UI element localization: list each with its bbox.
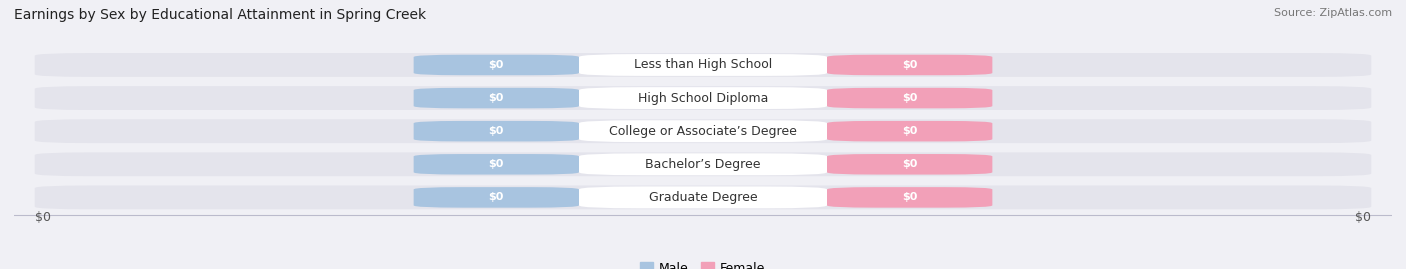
FancyBboxPatch shape	[579, 54, 827, 76]
Text: Earnings by Sex by Educational Attainment in Spring Creek: Earnings by Sex by Educational Attainmen…	[14, 8, 426, 22]
FancyBboxPatch shape	[413, 55, 579, 75]
Text: Less than High School: Less than High School	[634, 58, 772, 72]
FancyBboxPatch shape	[579, 87, 827, 109]
Text: $0: $0	[489, 60, 503, 70]
FancyBboxPatch shape	[579, 120, 827, 142]
Text: $0: $0	[903, 93, 917, 103]
FancyBboxPatch shape	[35, 53, 1371, 77]
FancyBboxPatch shape	[35, 186, 1371, 209]
FancyBboxPatch shape	[827, 88, 993, 108]
FancyBboxPatch shape	[827, 55, 993, 75]
Text: Graduate Degree: Graduate Degree	[648, 191, 758, 204]
FancyBboxPatch shape	[35, 119, 1371, 143]
Text: $0: $0	[35, 211, 51, 224]
FancyBboxPatch shape	[413, 187, 579, 208]
Text: $0: $0	[903, 126, 917, 136]
Text: $0: $0	[1355, 211, 1371, 224]
Text: $0: $0	[489, 192, 503, 202]
FancyBboxPatch shape	[827, 187, 993, 208]
Text: College or Associate’s Degree: College or Associate’s Degree	[609, 125, 797, 138]
Text: $0: $0	[903, 60, 917, 70]
FancyBboxPatch shape	[413, 88, 579, 108]
Text: $0: $0	[489, 126, 503, 136]
Text: $0: $0	[489, 93, 503, 103]
Text: $0: $0	[903, 192, 917, 202]
FancyBboxPatch shape	[35, 86, 1371, 110]
FancyBboxPatch shape	[579, 186, 827, 208]
FancyBboxPatch shape	[827, 121, 993, 141]
Legend: Male, Female: Male, Female	[636, 257, 770, 269]
Text: $0: $0	[903, 159, 917, 169]
FancyBboxPatch shape	[413, 121, 579, 141]
FancyBboxPatch shape	[413, 154, 579, 175]
FancyBboxPatch shape	[827, 154, 993, 175]
FancyBboxPatch shape	[35, 152, 1371, 176]
Text: Bachelor’s Degree: Bachelor’s Degree	[645, 158, 761, 171]
Text: High School Diploma: High School Diploma	[638, 91, 768, 105]
Text: $0: $0	[489, 159, 503, 169]
FancyBboxPatch shape	[579, 153, 827, 175]
Text: Source: ZipAtlas.com: Source: ZipAtlas.com	[1274, 8, 1392, 18]
